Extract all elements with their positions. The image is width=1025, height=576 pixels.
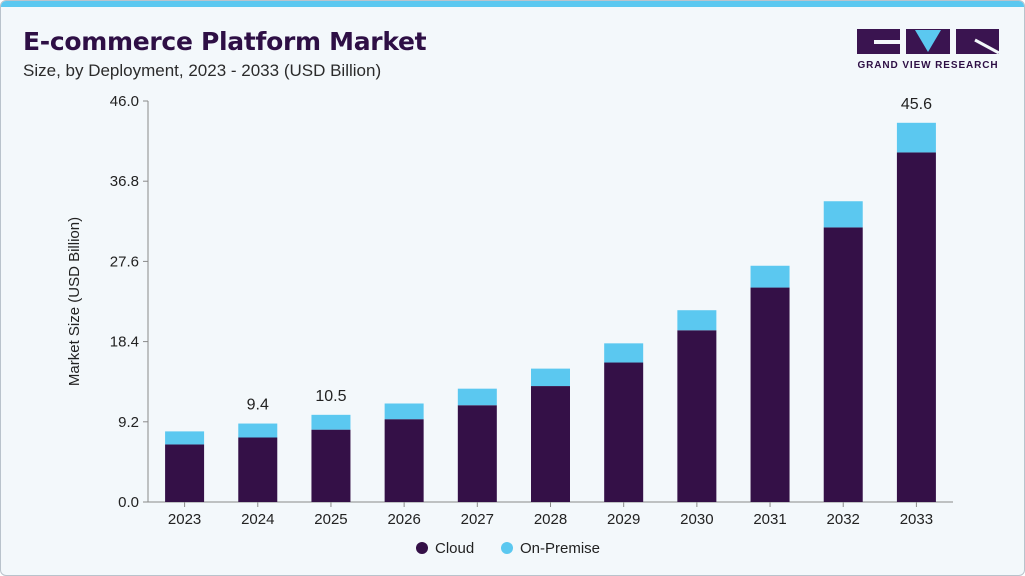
logo-block-v-triangle [915, 30, 941, 52]
bar-cloud-2025 [311, 429, 351, 502]
bar-cloud-2030 [677, 330, 717, 502]
legend-marker-cloud [416, 542, 428, 554]
x-tick-label: 2026 [387, 511, 420, 528]
y-tick-label: 0.0 [118, 494, 139, 511]
y-tick-label: 27.6 [110, 253, 139, 270]
y-tick-label: 18.4 [110, 334, 139, 351]
data-label-2024: 9.4 [247, 397, 269, 414]
x-tick-label: 2028 [534, 511, 567, 528]
bar-on-premise-2023 [165, 431, 205, 445]
y-tick-label: 46.0 [110, 93, 139, 110]
x-tick-label: 2031 [753, 511, 786, 528]
bar-on-premise-2025 [311, 414, 351, 430]
x-tick-label: 2032 [827, 511, 860, 528]
legend-marker-on-premise [501, 542, 513, 554]
logo-mark [857, 29, 1000, 55]
bar-cloud-2027 [457, 405, 497, 502]
chart-title: E-commerce Platform Market [23, 27, 427, 56]
bar-on-premise-2028 [531, 368, 570, 387]
logo-block-g-cut [874, 40, 900, 44]
data-label-2025: 10.5 [315, 388, 346, 405]
bar-on-premise-2027 [457, 388, 497, 406]
bar-cloud-2023 [165, 444, 205, 502]
bar-on-premise-2024 [238, 423, 278, 438]
brand-logo: GRAND VIEW RESEARCH [857, 29, 1000, 73]
legend-label-cloud: Cloud [435, 540, 474, 557]
bar-on-premise-2029 [604, 343, 644, 363]
bar-on-premise-2033 [896, 122, 936, 153]
x-tick-label: 2024 [241, 511, 274, 528]
bar-on-premise-2031 [750, 265, 790, 288]
bar-on-premise-2032 [823, 201, 863, 228]
bar-on-premise-2030 [677, 310, 717, 331]
logo-text: GRAND VIEW RESEARCH [857, 60, 999, 71]
logo-block-r-cut [974, 38, 1000, 55]
bar-on-premise-2026 [384, 403, 424, 420]
bar-cloud-2024 [238, 437, 278, 502]
bar-cloud-2033 [896, 152, 936, 502]
bar-cloud-2029 [604, 362, 644, 502]
x-tick-label: 2025 [314, 511, 347, 528]
accent-bar [1, 1, 1024, 7]
x-tick-label: 2030 [680, 511, 713, 528]
x-tick-label: 2029 [607, 511, 640, 528]
x-tick-label: 2033 [900, 511, 933, 528]
bar-cloud-2032 [823, 227, 863, 503]
y-tick-label: 9.2 [118, 414, 139, 431]
bar-cloud-2031 [750, 287, 790, 502]
bar-cloud-2026 [384, 419, 424, 502]
y-axis-title: Market Size (USD Billion) [66, 217, 83, 386]
data-label-2033: 45.6 [901, 96, 932, 113]
chart-subtitle: Size, by Deployment, 2023 - 2033 (USD Bi… [23, 61, 382, 80]
legend-label-on-premise: On-Premise [520, 540, 600, 557]
bar-cloud-2028 [531, 386, 570, 502]
x-tick-label: 2023 [168, 511, 201, 528]
x-tick-label: 2027 [461, 511, 494, 528]
y-tick-label: 36.8 [110, 173, 139, 190]
